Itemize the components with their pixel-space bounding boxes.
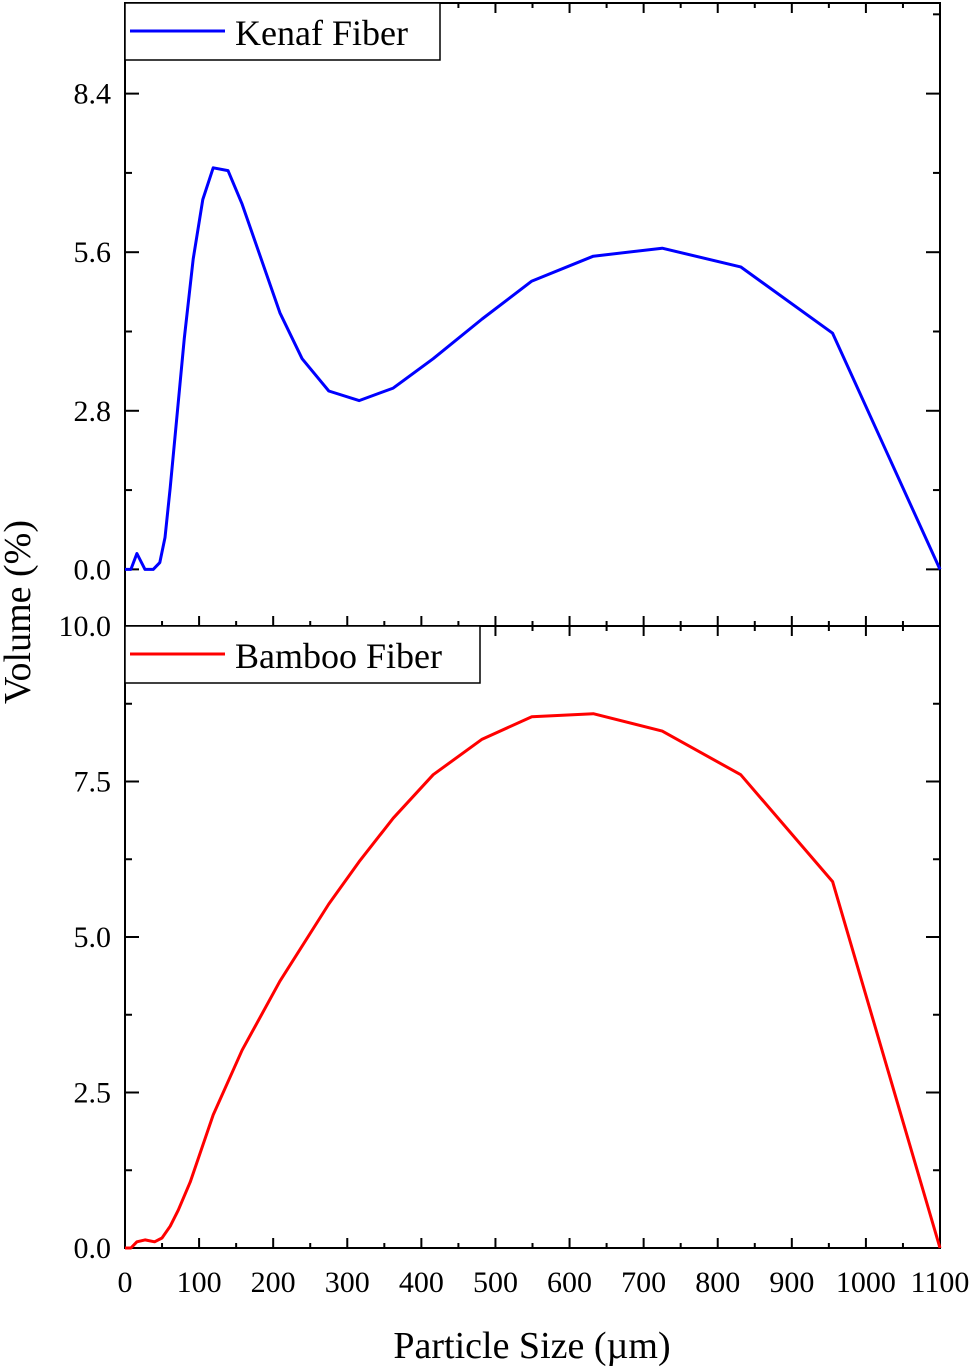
plot-frame <box>124 625 941 1249</box>
panel-top: 0.0 2.8 5.6 8.4 Kenaf Fiber <box>74 2 942 627</box>
legend-label: Kenaf Fiber <box>235 13 408 53</box>
y-tick-label: 10.0 <box>59 610 112 643</box>
x-tick-label: 300 <box>325 1266 370 1299</box>
y-tick-label: 5.0 <box>74 921 112 954</box>
y-tick-label: 0.0 <box>74 553 112 586</box>
legend-label: Bamboo Fiber <box>235 636 442 676</box>
y-tick-label: 0.0 <box>74 1232 112 1265</box>
x-axis-label: Particle Size (µm) <box>393 1325 670 1367</box>
series-line-bamboo-fiber <box>125 712 942 1250</box>
x-tick-label: 700 <box>621 1266 666 1299</box>
x-tick-label: 800 <box>695 1266 740 1299</box>
y-tick-label: 5.6 <box>74 236 112 269</box>
plot-frame <box>124 2 941 627</box>
x-tick-label: 600 <box>547 1266 592 1299</box>
x-tick-label: 1100 <box>911 1266 970 1299</box>
x-tick-label: 500 <box>473 1266 518 1299</box>
y-tick-label: 2.5 <box>74 1077 112 1110</box>
x-tick-label: 400 <box>399 1266 444 1299</box>
y-tick-label: 2.8 <box>74 395 112 428</box>
panel-bottom: 0 100 200 300 400 500 600 700 800 900 1000 1100 0.0 2… <box>59 610 970 1299</box>
y-tick-label: 8.4 <box>74 78 112 111</box>
y-tick-label: 7.5 <box>74 766 112 799</box>
x-tick-label: 900 <box>769 1266 814 1299</box>
x-tick-label: 200 <box>251 1266 296 1299</box>
x-tick-label: 0 <box>118 1266 133 1299</box>
y-axis-label: Volume (%) <box>0 520 39 704</box>
x-tick-label: 1000 <box>836 1266 896 1299</box>
series-line-kenaf-fiber <box>125 166 942 571</box>
x-tick-label: 100 <box>177 1266 222 1299</box>
